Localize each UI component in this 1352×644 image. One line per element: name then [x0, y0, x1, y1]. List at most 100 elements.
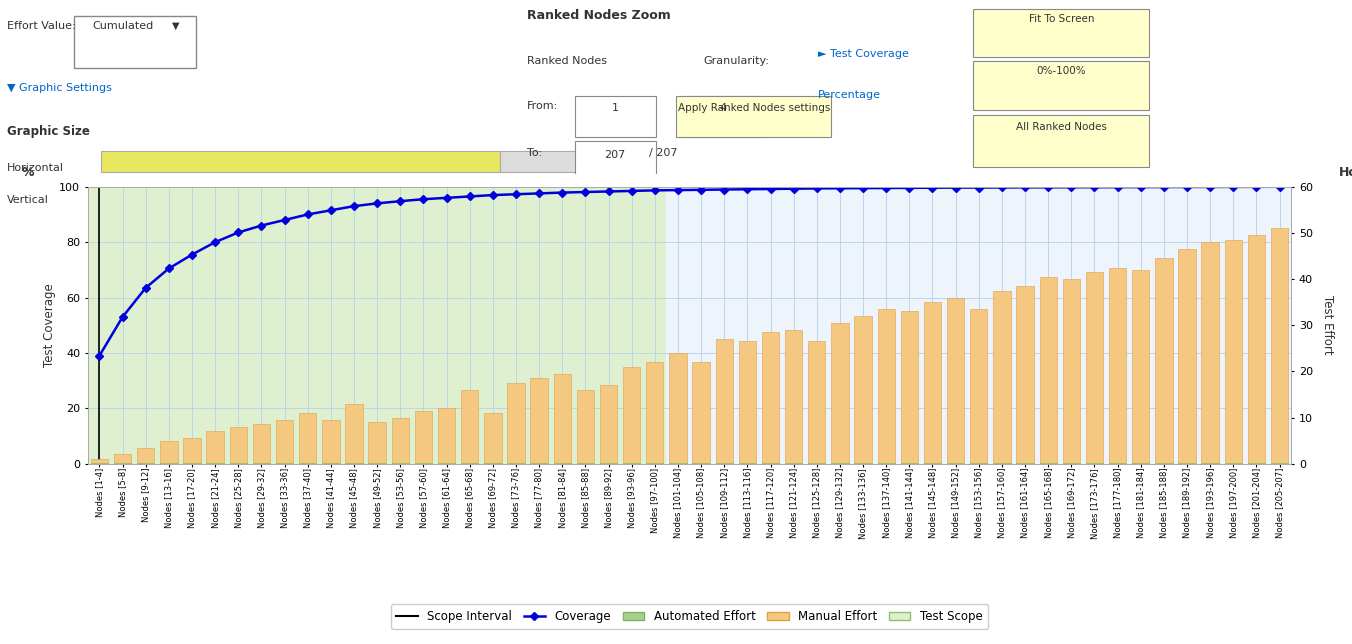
Bar [299, 413, 316, 464]
Bar [854, 463, 872, 464]
Bar [946, 298, 964, 464]
Bar [1132, 463, 1149, 464]
Bar [900, 312, 918, 464]
Bar [577, 390, 594, 464]
Bar [1132, 270, 1149, 464]
Bar [1202, 242, 1220, 464]
Bar [692, 362, 710, 464]
Bar [1155, 463, 1172, 464]
Bar [184, 439, 200, 464]
Bar [738, 341, 756, 464]
Bar [600, 463, 618, 464]
Bar [623, 463, 641, 464]
Y-axis label: Test Coverage: Test Coverage [43, 283, 57, 367]
Text: Horizontal: Horizontal [7, 164, 64, 173]
Bar [1202, 463, 1220, 464]
Bar [1086, 272, 1103, 464]
Text: From:: From: [527, 101, 558, 111]
Bar [507, 383, 525, 464]
Bar [299, 463, 316, 464]
Bar [738, 463, 756, 464]
Bar [1155, 258, 1172, 464]
Text: / 207: / 207 [649, 148, 677, 158]
Bar [253, 424, 270, 464]
Bar [530, 463, 548, 464]
Bar [1225, 240, 1242, 464]
Text: All Ranked Nodes: All Ranked Nodes [1015, 122, 1107, 132]
Bar [692, 463, 710, 464]
Text: ▼: ▼ [172, 21, 180, 31]
Text: 0%-100%: 0%-100% [1037, 66, 1086, 76]
Bar [831, 463, 849, 464]
Bar [322, 463, 339, 464]
Bar [184, 463, 200, 464]
Bar [1179, 249, 1195, 464]
Bar [600, 385, 618, 464]
FancyBboxPatch shape [676, 96, 831, 137]
Bar [137, 448, 154, 464]
Text: %: % [22, 166, 34, 178]
Bar [808, 463, 826, 464]
Bar [230, 463, 247, 464]
Bar [415, 411, 433, 464]
Bar [831, 323, 849, 464]
FancyBboxPatch shape [500, 151, 588, 172]
Text: To:: To: [527, 148, 542, 158]
Bar [91, 463, 108, 464]
Bar [484, 413, 502, 464]
Text: 207: 207 [604, 149, 626, 160]
Bar [1271, 229, 1288, 464]
Bar [623, 367, 641, 464]
Bar [1063, 463, 1080, 464]
Text: Graphic Size: Graphic Size [7, 125, 89, 138]
Legend: Scope Interval, Coverage, Automated Effort, Manual Effort, Test Scope: Scope Interval, Coverage, Automated Effo… [391, 604, 988, 629]
Bar [715, 463, 733, 464]
FancyBboxPatch shape [973, 115, 1149, 167]
Bar [91, 459, 108, 464]
Text: Granularity:: Granularity: [703, 55, 769, 66]
FancyBboxPatch shape [101, 214, 392, 235]
Y-axis label: Test Effort: Test Effort [1321, 296, 1334, 355]
Bar [761, 332, 779, 464]
Bar [438, 408, 456, 464]
Bar [1271, 463, 1288, 464]
Text: Apply Ranked Nodes settings: Apply Ranked Nodes settings [679, 102, 830, 113]
Bar [553, 463, 571, 464]
Bar [877, 309, 895, 464]
Bar [160, 463, 177, 464]
Bar [415, 463, 433, 464]
Bar [1179, 463, 1195, 464]
Bar [1017, 463, 1034, 464]
Bar [646, 463, 664, 464]
Bar [1225, 463, 1242, 464]
Bar [369, 422, 385, 464]
Bar [971, 463, 987, 464]
Bar [854, 316, 872, 464]
Bar [577, 463, 594, 464]
Bar [530, 378, 548, 464]
Bar [114, 463, 131, 464]
Bar [1248, 235, 1265, 464]
FancyBboxPatch shape [392, 214, 588, 235]
Bar [369, 463, 385, 464]
Text: Effort Value:: Effort Value: [7, 21, 76, 31]
FancyBboxPatch shape [973, 8, 1149, 57]
FancyBboxPatch shape [575, 96, 656, 137]
Bar [438, 463, 456, 464]
Bar [88, 187, 667, 464]
Bar [669, 353, 687, 464]
Text: 4: 4 [719, 102, 727, 113]
Bar [392, 417, 408, 464]
Bar [1017, 286, 1034, 464]
Text: Ranked Nodes: Ranked Nodes [527, 55, 607, 66]
Bar [994, 290, 1010, 464]
Bar [946, 463, 964, 464]
Text: ▼ Graphic Settings: ▼ Graphic Settings [7, 84, 112, 93]
Bar [276, 463, 293, 464]
Bar [160, 440, 177, 464]
Text: Vertical: Vertical [7, 194, 49, 205]
Bar [345, 404, 362, 464]
FancyBboxPatch shape [101, 151, 500, 172]
Bar [1248, 463, 1265, 464]
Text: Hours: Hours [1340, 166, 1352, 178]
